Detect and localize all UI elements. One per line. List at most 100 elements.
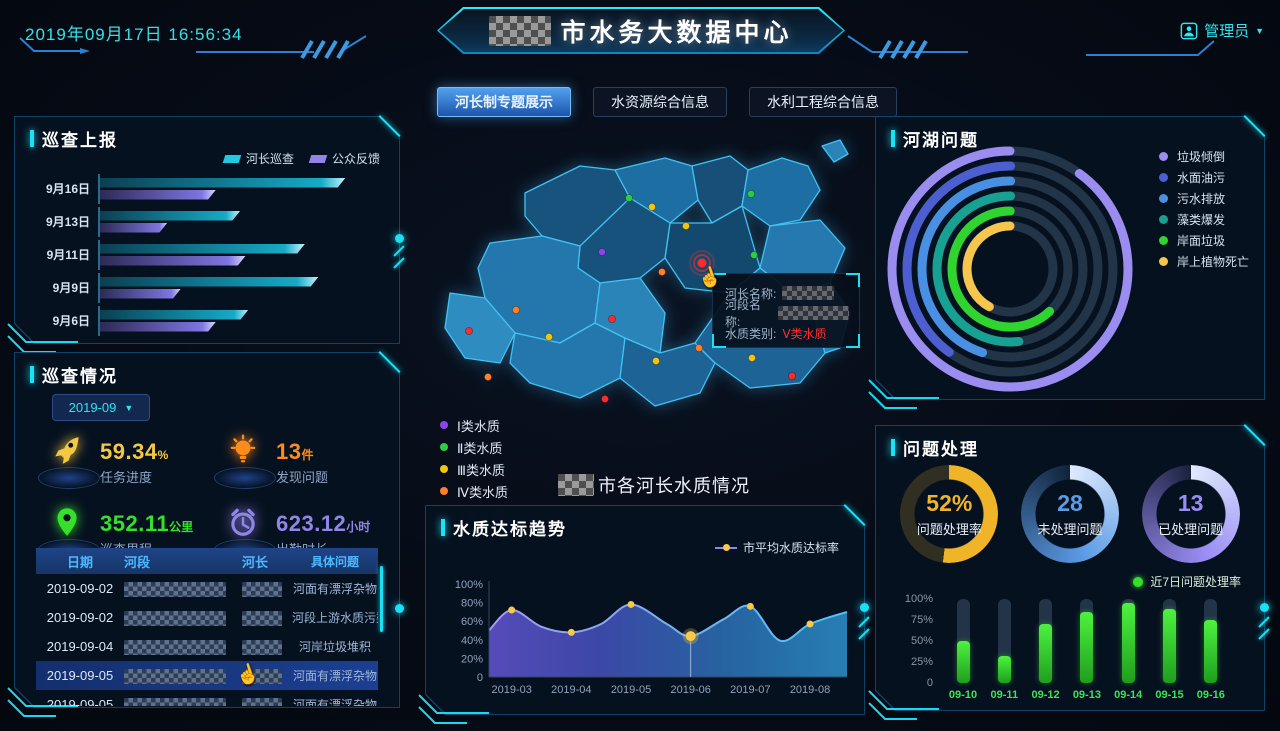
tab-2[interactable]: 水利工程综合信息	[749, 87, 897, 117]
map-point[interactable]	[647, 203, 656, 212]
legend-label: Ⅳ类水质	[457, 484, 508, 500]
cell-date: 2019-09-02	[46, 610, 114, 625]
map-tooltip: 河长名称: 河段名称: 水质类别: Ⅴ类水质	[712, 273, 860, 348]
donut-stat: 13 已处理问题	[1141, 465, 1240, 563]
feedback-bar	[100, 256, 246, 266]
map-point[interactable]	[694, 343, 703, 352]
trend-marker[interactable]	[746, 602, 754, 610]
map-point[interactable]	[746, 190, 755, 199]
trend-marker[interactable]	[567, 628, 575, 636]
map-point[interactable]	[747, 353, 756, 362]
map-point-active[interactable]	[697, 258, 707, 268]
tab-0[interactable]: 河长制专题展示	[437, 87, 571, 117]
legend-item: Ⅳ类水质	[440, 480, 508, 502]
trend-marker-active[interactable]	[685, 631, 696, 642]
map-point[interactable]	[597, 248, 606, 257]
map-point[interactable]	[651, 356, 660, 365]
table-row[interactable]: 2019-09-04 河岸垃圾堆积	[36, 632, 378, 661]
map-point[interactable]	[749, 251, 758, 260]
bar-plot	[98, 173, 384, 204]
ring-5	[962, 221, 1058, 317]
tab-1[interactable]: 水资源综合信息	[593, 87, 727, 117]
trend-marker[interactable]	[627, 600, 635, 608]
legend-label: 岸面垃圾	[1176, 234, 1225, 248]
map-point[interactable]	[787, 371, 796, 380]
legend-dot	[440, 465, 448, 473]
legend-label: 水面油污	[1176, 171, 1225, 185]
month-dropdown[interactable]: 2019-09 ▼	[52, 394, 150, 421]
donut-value: 52%	[926, 490, 973, 516]
x-tick: 2019-06	[670, 684, 710, 696]
map-point[interactable]	[465, 326, 474, 335]
legend-item: 岸上植物死亡	[1158, 251, 1249, 272]
x-tick: 2019-03	[491, 684, 531, 696]
bar-plot	[98, 206, 384, 237]
table-row[interactable]: 2019-09-05 河面有漂浮杂物	[36, 661, 378, 690]
y-tick: 40%	[461, 635, 483, 647]
legend-item: 污水排放	[1158, 188, 1249, 209]
x-tick: 09-12	[1031, 689, 1060, 701]
datetime: 2019年09月17日 16:56:34	[25, 25, 243, 44]
legend-dot	[1158, 215, 1168, 224]
city-map: ☝ 河长名称: 河段名称: 水质类别: Ⅴ类水质	[430, 128, 860, 420]
panel-title: 水质达标趋势	[453, 520, 567, 539]
map-point[interactable]	[657, 267, 666, 276]
pedestal-glow	[38, 467, 100, 489]
legend-item: 水面油污	[1158, 167, 1249, 188]
donut-center: 52% 问题处理率	[900, 465, 998, 563]
legend-dot	[1158, 257, 1168, 266]
bar-track	[1163, 599, 1176, 683]
bar-date-label: 9月6日	[52, 314, 90, 328]
x-tick: 2019-07	[730, 684, 770, 696]
table-row[interactable]: 2019-09-05 河面有漂浮杂物	[36, 690, 378, 706]
cell-issue: 河段上游水质污染	[292, 611, 378, 625]
bar-date-label: 9月11日	[46, 248, 90, 262]
map-point[interactable]	[607, 314, 616, 323]
legend-item: 岸面垃圾	[1158, 230, 1249, 251]
legend-dot	[440, 421, 448, 429]
trend-marker[interactable]	[508, 606, 516, 614]
censored-value	[124, 697, 226, 706]
admin-menu[interactable]: 管理员 ▼	[1180, 20, 1264, 41]
map-point[interactable]	[545, 332, 554, 341]
y-tick: 75%	[910, 614, 933, 626]
legend-label: 垃圾倾倒	[1176, 150, 1225, 164]
legend-label: 藻类爆发	[1176, 213, 1225, 227]
donut-ring	[1020, 465, 1119, 563]
stat-value: 352.11公里	[100, 510, 194, 536]
censored-city-name	[558, 474, 594, 496]
legend-dot	[1158, 152, 1168, 161]
cell-date: 2019-09-05	[46, 668, 114, 683]
stat-text: 59.34% 任务进度	[100, 439, 168, 486]
water-quality-legend: Ⅰ类水质Ⅱ类水质Ⅲ类水质Ⅳ类水质Ⅴ类水质	[440, 414, 508, 524]
table-row[interactable]: 2019-09-02 河面有漂浮杂物	[36, 574, 378, 603]
y-tick: 60%	[461, 616, 483, 628]
map-point[interactable]	[624, 194, 633, 203]
cell-issue: 河岸垃圾堆积	[298, 640, 371, 654]
table-row[interactable]: 2019-09-02 河段上游水质污染	[36, 603, 378, 632]
cell-issue: 河面有漂浮杂物	[292, 582, 377, 596]
bar-fill	[1163, 609, 1176, 683]
map-point[interactable]	[600, 394, 609, 403]
x-tick: 09-13	[1072, 689, 1101, 701]
bar-fill	[956, 641, 970, 683]
map-point[interactable]	[681, 222, 690, 231]
x-tick: 09-14	[1114, 689, 1143, 701]
donut-label: 未处理问题	[1037, 522, 1103, 537]
legend-line-marker	[714, 543, 737, 551]
bar-fill	[997, 656, 1011, 683]
stat-value: 59.34%	[100, 438, 169, 464]
cell-issue: 河面有漂浮杂物	[292, 698, 377, 706]
bar-group: 9月13日	[32, 205, 384, 238]
map-point[interactable]	[484, 372, 493, 381]
trend-marker[interactable]	[806, 620, 814, 628]
map-point[interactable]	[512, 305, 521, 314]
cell-chief-masked	[242, 638, 292, 655]
tooltip-water-class: Ⅴ类水质	[782, 326, 827, 341]
legend-swatch	[308, 154, 328, 163]
table-scrollbar[interactable]	[380, 566, 383, 632]
bar-date-label: 9月9日	[52, 281, 90, 295]
legend-item: 藻类爆发	[1158, 209, 1249, 230]
edge-dot	[860, 603, 869, 612]
bar-plot	[98, 239, 384, 270]
